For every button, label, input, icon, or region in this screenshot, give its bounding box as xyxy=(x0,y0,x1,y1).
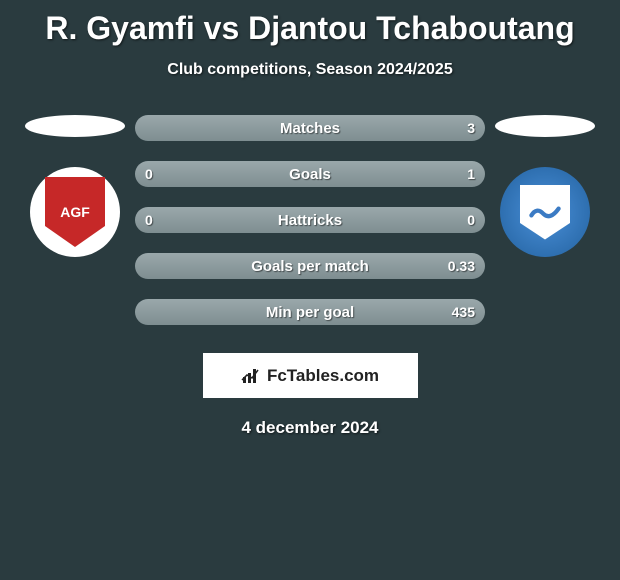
right-club-badge-inner xyxy=(520,185,570,240)
stat-row: 0 Hattricks 0 xyxy=(135,207,485,233)
subtitle: Club competitions, Season 2024/2025 xyxy=(167,61,452,79)
stat-right-value: 3 xyxy=(467,120,475,136)
stat-row: Min per goal 435 xyxy=(135,299,485,325)
comparison-row: AGF Matches 3 0 Goals 1 0 Hattricks 0 Go… xyxy=(0,115,620,325)
right-country-flag xyxy=(495,115,595,137)
page-title: R. Gyamfi vs Djantou Tchaboutang xyxy=(45,10,574,47)
left-player-column: AGF xyxy=(15,115,135,257)
right-club-badge xyxy=(500,167,590,257)
chart-icon xyxy=(241,367,261,385)
left-club-badge: AGF xyxy=(30,167,120,257)
stat-label: Matches xyxy=(280,120,340,137)
stat-right-value: 0.33 xyxy=(448,258,475,274)
stat-right-value: 0 xyxy=(467,212,475,228)
stat-label: Hattricks xyxy=(278,212,342,229)
stat-label: Min per goal xyxy=(266,304,354,321)
left-club-badge-text: AGF xyxy=(45,177,105,247)
fctables-logo-text: FcTables.com xyxy=(267,366,379,386)
stat-right-value: 1 xyxy=(467,166,475,182)
stat-row: Goals per match 0.33 xyxy=(135,253,485,279)
right-player-column xyxy=(485,115,605,257)
wave-icon xyxy=(528,195,562,229)
fctables-logo: FcTables.com xyxy=(203,353,418,398)
stat-row: Matches 3 xyxy=(135,115,485,141)
stat-right-value: 435 xyxy=(452,304,475,320)
stat-left-value: 0 xyxy=(145,212,153,228)
stats-column: Matches 3 0 Goals 1 0 Hattricks 0 Goals … xyxy=(135,115,485,325)
stat-label: Goals xyxy=(289,166,331,183)
stat-label: Goals per match xyxy=(251,258,369,275)
date-label: 4 december 2024 xyxy=(241,418,378,438)
stat-row: 0 Goals 1 xyxy=(135,161,485,187)
left-country-flag xyxy=(25,115,125,137)
stat-left-value: 0 xyxy=(145,166,153,182)
